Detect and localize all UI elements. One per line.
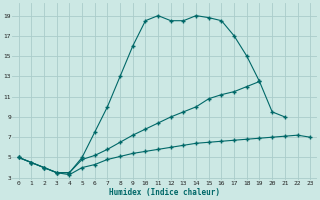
X-axis label: Humidex (Indice chaleur): Humidex (Indice chaleur) [109,188,220,197]
